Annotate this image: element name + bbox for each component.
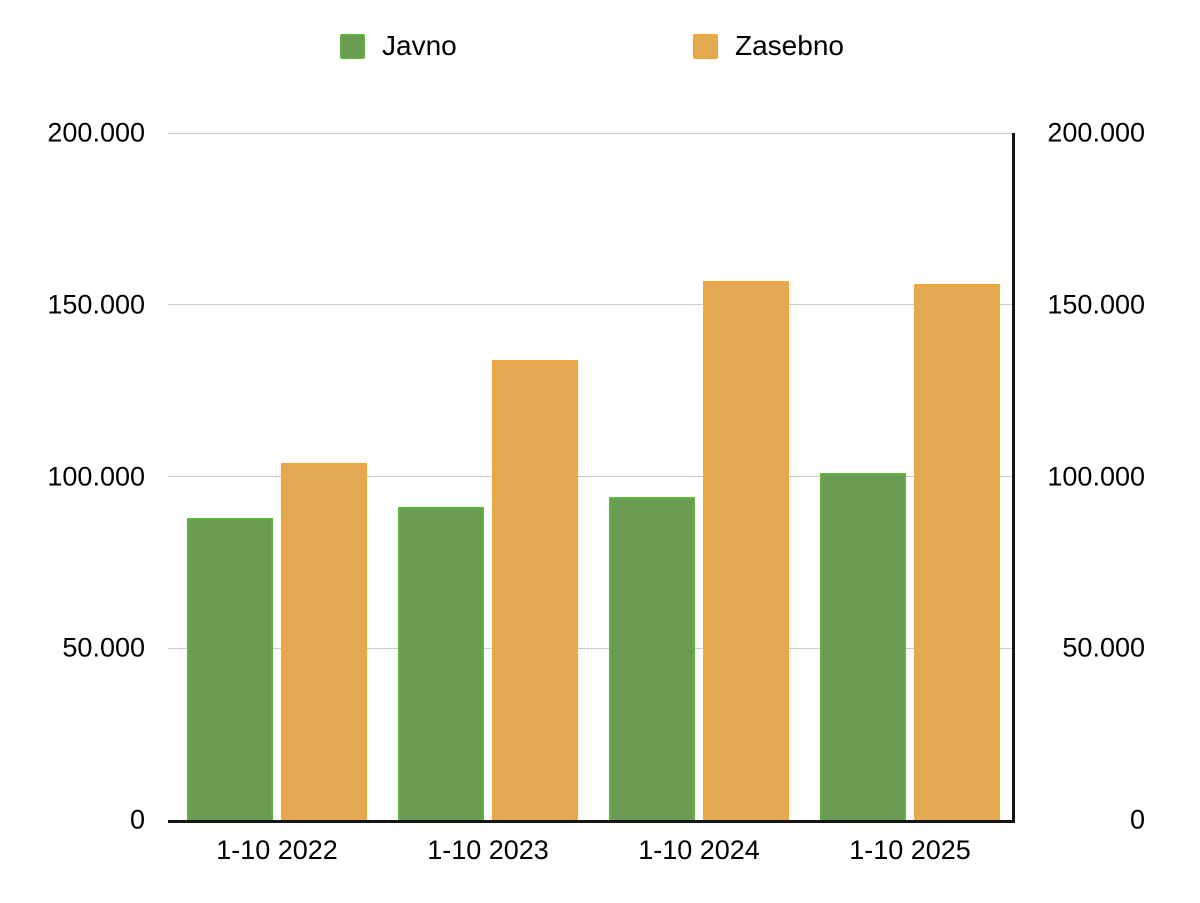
bar-javno-1-10-2024: [609, 497, 695, 820]
legend-swatch-zasebno-icon: [693, 33, 718, 59]
y-axis-labels-right: 200.000 150.000 100.000 50.000 0: [1041, 119, 1145, 833]
x-axis-label: 1-10 2023: [427, 835, 549, 865]
bar-zasebno-1-10-2024: [703, 281, 789, 820]
x-axis-label: 1-10 2022: [216, 835, 338, 865]
legend-item-javno: Javno: [340, 31, 457, 61]
bar-javno-1-10-2025: [820, 473, 906, 820]
plot-area: [168, 132, 1015, 823]
x-axis-labels: 1-10 2022 1-10 2023 1-10 2024 1-10 2025: [168, 832, 1012, 872]
gridline: [168, 476, 1012, 477]
bar-javno-1-10-2022: [187, 518, 273, 820]
legend-label-javno: Javno: [382, 30, 457, 61]
gridline: [168, 647, 1012, 649]
y-tick-label: 200.000: [47, 117, 145, 148]
legend-item-zasebno: Zasebno: [693, 31, 844, 61]
bar-javno-1-10-2023: [398, 507, 484, 820]
x-axis-label: 1-10 2025: [849, 835, 971, 865]
y-tick-label: 50.000: [62, 632, 145, 663]
gridline: [168, 132, 1012, 134]
legend-label-zasebno: Zasebno: [735, 30, 844, 61]
y-axis-labels-left: 200.000 150.000 100.000 50.000 0: [28, 119, 145, 833]
y-tick-label: 100.000: [1047, 461, 1145, 491]
bar-zasebno-1-10-2025: [914, 284, 1000, 820]
y-tick-label: 200.000: [1047, 117, 1145, 148]
y-tick-label: 0: [129, 804, 145, 835]
bar-zasebno-1-10-2023: [492, 360, 578, 820]
legend-swatch-javno-icon: [340, 33, 365, 59]
x-axis-label: 1-10 2024: [638, 835, 760, 865]
y-tick-label: 150.000: [1047, 289, 1145, 320]
y-tick-label: 150.000: [47, 289, 145, 320]
y-tick-label: 0: [1129, 804, 1145, 835]
bar-zasebno-1-10-2022: [281, 463, 367, 820]
y-tick-label: 100.000: [47, 461, 145, 491]
y-tick-label: 50.000: [1062, 632, 1145, 663]
gridline: [168, 304, 1012, 306]
